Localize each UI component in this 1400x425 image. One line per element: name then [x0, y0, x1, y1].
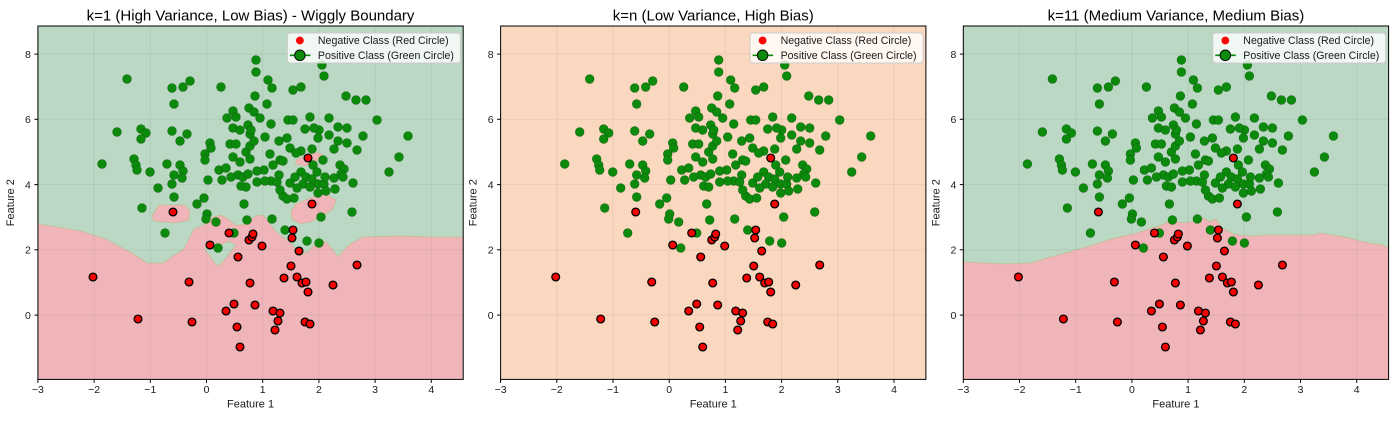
svg-text:−2: −2	[551, 384, 563, 396]
svg-text:0: 0	[666, 384, 672, 396]
svg-text:8: 8	[488, 49, 494, 61]
svg-text:8: 8	[950, 49, 956, 61]
svg-text:3: 3	[835, 384, 841, 396]
svg-text:−2: −2	[1014, 384, 1026, 396]
svg-text:2: 2	[25, 245, 31, 257]
svg-text:k=1 (High Variance, Low Bias): k=1 (High Variance, Low Bias) - Wiggly B…	[87, 8, 415, 25]
svg-text:−3: −3	[32, 384, 44, 396]
svg-text:−1: −1	[607, 384, 619, 396]
svg-text:6: 6	[950, 114, 956, 126]
svg-text:Feature 1: Feature 1	[1152, 399, 1199, 411]
svg-text:Negative Class (Red Circle): Negative Class (Red Circle)	[1243, 35, 1374, 47]
svg-text:2: 2	[488, 245, 494, 257]
svg-text:Positive Class (Green Circle): Positive Class (Green Circle)	[318, 50, 454, 62]
svg-text:−1: −1	[144, 384, 156, 396]
svg-text:4: 4	[428, 384, 434, 396]
svg-text:Feature 1: Feature 1	[690, 399, 737, 411]
svg-text:3: 3	[1298, 384, 1304, 396]
svg-text:0: 0	[488, 310, 494, 322]
svg-text:6: 6	[25, 114, 31, 126]
svg-text:k=11 (Medium Variance, Medium: k=11 (Medium Variance, Medium Bias)	[1048, 8, 1305, 25]
svg-text:4: 4	[25, 179, 31, 191]
svg-text:2: 2	[316, 384, 322, 396]
svg-text:1: 1	[260, 384, 266, 396]
svg-text:8: 8	[25, 49, 31, 61]
svg-text:6: 6	[488, 114, 494, 126]
svg-text:−1: −1	[1070, 384, 1082, 396]
svg-text:1: 1	[1185, 384, 1191, 396]
svg-text:4: 4	[1354, 384, 1360, 396]
svg-text:Positive Class (Green Circle): Positive Class (Green Circle)	[781, 50, 917, 62]
svg-text:4: 4	[950, 179, 956, 191]
svg-text:−3: −3	[957, 384, 969, 396]
svg-text:−3: −3	[495, 384, 507, 396]
svg-text:4: 4	[891, 384, 897, 396]
svg-text:0: 0	[1129, 384, 1135, 396]
svg-text:1: 1	[722, 384, 728, 396]
svg-text:0: 0	[204, 384, 210, 396]
svg-text:Negative Class (Red Circle): Negative Class (Red Circle)	[781, 35, 912, 47]
svg-text:Feature 2: Feature 2	[5, 179, 17, 226]
svg-text:4: 4	[488, 179, 494, 191]
svg-text:2: 2	[950, 245, 956, 257]
svg-text:2: 2	[779, 384, 785, 396]
svg-text:3: 3	[372, 384, 378, 396]
svg-text:Feature 2: Feature 2	[930, 179, 942, 226]
svg-text:0: 0	[950, 310, 956, 322]
svg-text:−2: −2	[88, 384, 100, 396]
svg-text:Positive Class (Green Circle): Positive Class (Green Circle)	[1243, 50, 1379, 62]
svg-text:0: 0	[25, 310, 31, 322]
svg-text:k=n (Low Variance, High Bias): k=n (Low Variance, High Bias)	[613, 8, 814, 25]
svg-text:2: 2	[1241, 384, 1247, 396]
svg-text:Negative Class (Red Circle): Negative Class (Red Circle)	[318, 35, 449, 47]
svg-text:Feature 2: Feature 2	[468, 179, 480, 226]
svg-text:Feature 1: Feature 1	[227, 399, 274, 411]
